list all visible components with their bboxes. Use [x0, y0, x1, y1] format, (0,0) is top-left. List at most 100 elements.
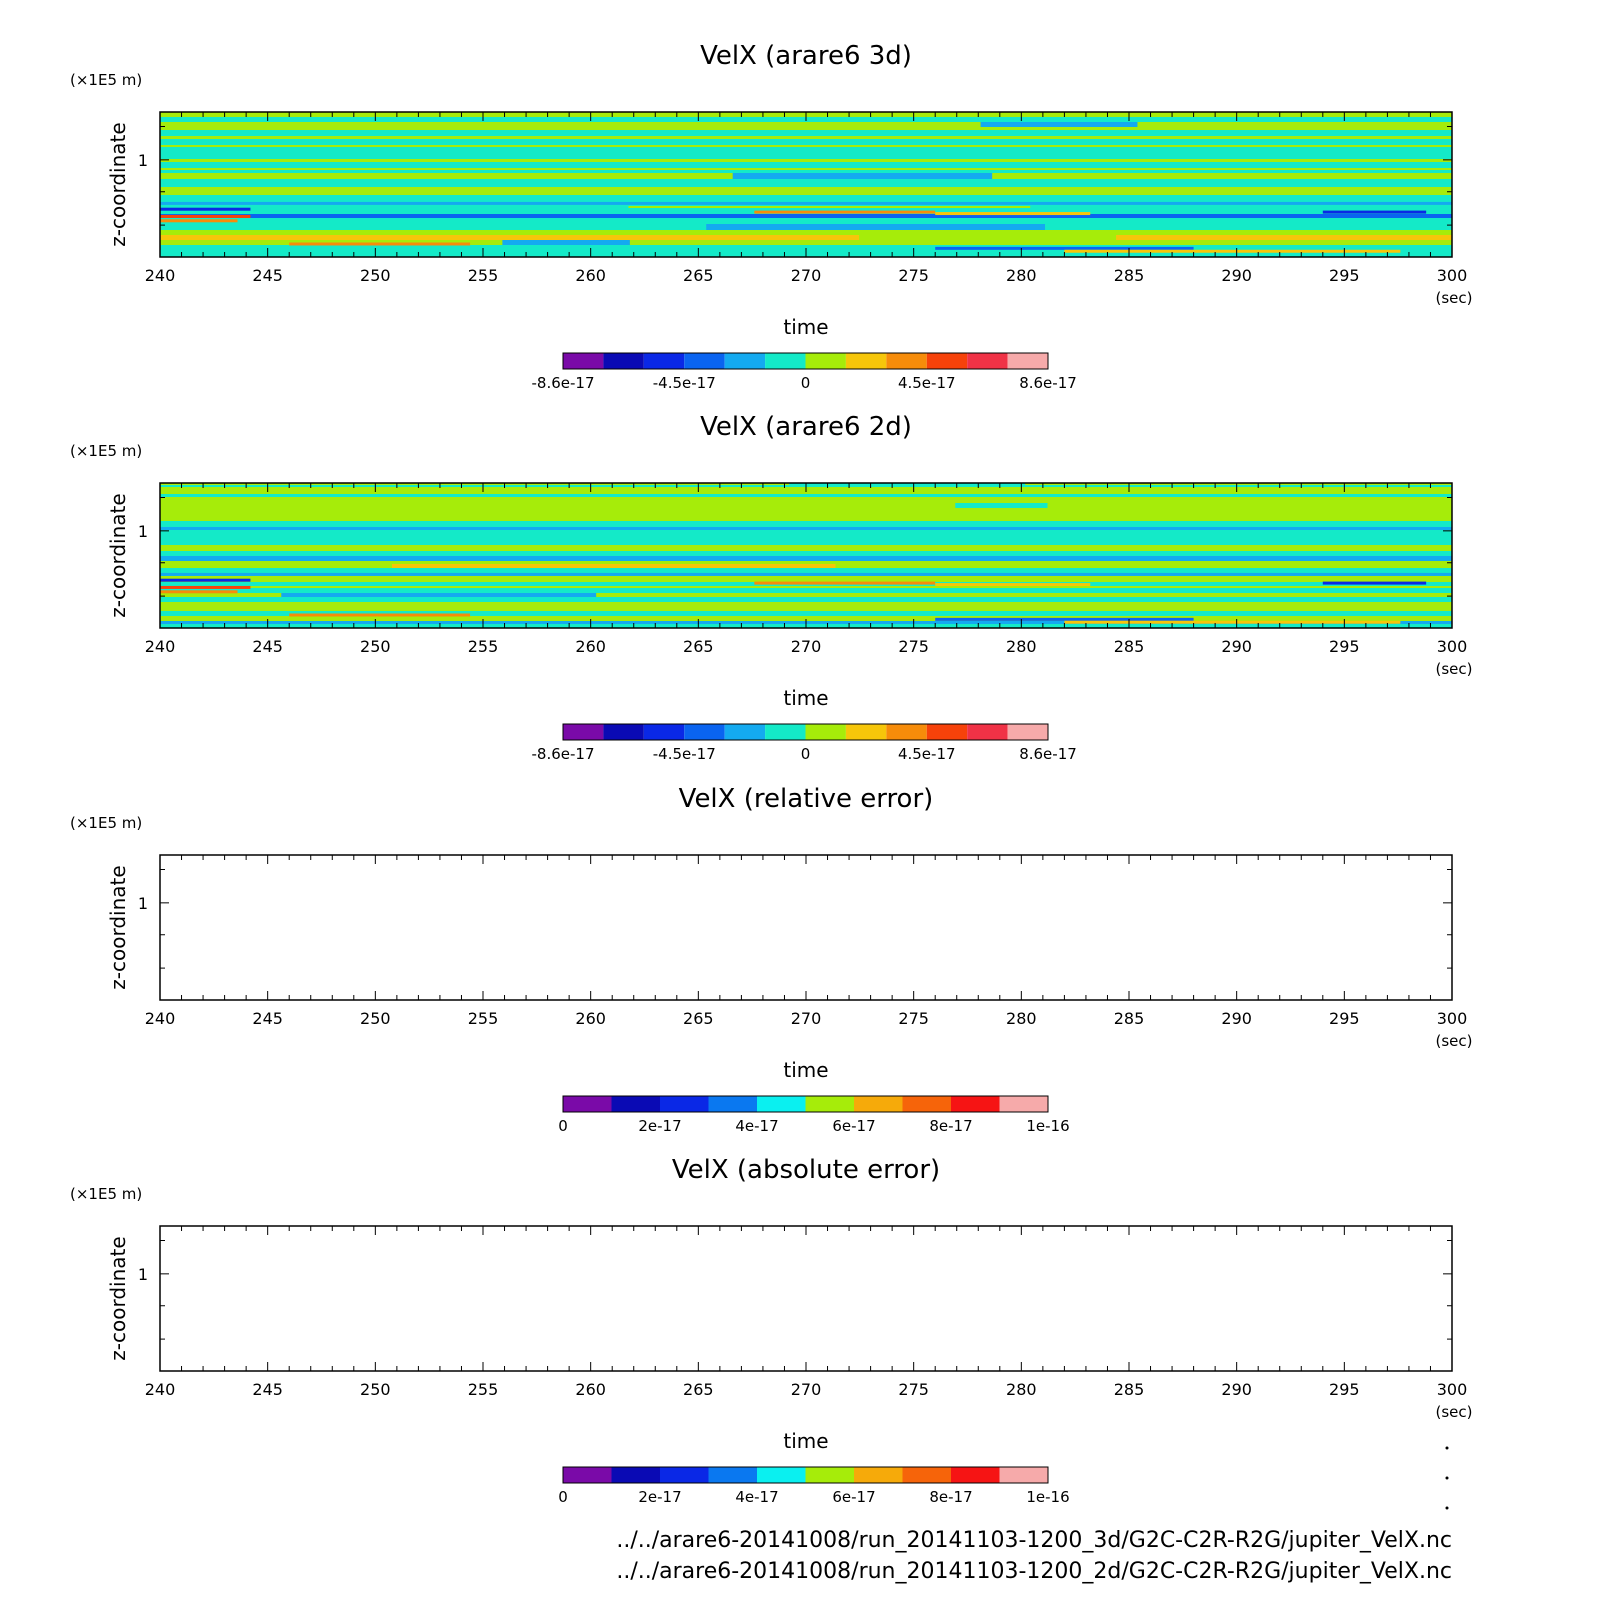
colorbar-swatch [563, 353, 604, 369]
panel-title: VelX (relative error) [679, 784, 934, 814]
colorbar-swatch [765, 724, 806, 740]
x-tick-label: 275 [898, 637, 929, 656]
colorbar: -8.6e-17 -4.5e-17 0 4.5e-17 8.6e-17 [532, 352, 1077, 392]
y-unit-label: (×1E5 m) [70, 814, 142, 832]
colorbar-swatch [724, 353, 766, 369]
colorbar-label: -8.6e-17 [532, 374, 595, 392]
x-tick-label: 275 [898, 1009, 929, 1028]
x-tick-label: 260 [575, 637, 606, 656]
colorbar-swatch [886, 724, 927, 740]
contour-streak [1322, 210, 1427, 214]
colorbar-label: 2e-17 [638, 1488, 681, 1506]
colorbar-swatch [603, 724, 644, 740]
x-tick-label: 270 [791, 1009, 822, 1028]
colorbar-frame [562, 352, 1049, 370]
colorbar-swatch [660, 1096, 709, 1112]
colorbar-label: 4.5e-17 [898, 745, 956, 763]
contour-band [160, 218, 1452, 224]
panel-4: VelX (absolute error) (×1E5 m) 240 245 250 25… [70, 1155, 1473, 1506]
contour-streak [247, 576, 426, 582]
contour-band [160, 179, 1452, 184]
x-tick-label: 280 [1006, 1380, 1037, 1399]
x-tick-label: 265 [683, 1009, 714, 1028]
colorbar-label: 2e-17 [638, 1117, 681, 1135]
contour-streak [589, 530, 821, 533]
colorbar-swatch [660, 1467, 709, 1483]
panel-title: VelX (absolute error) [672, 1155, 940, 1185]
colorbar-swatch [611, 1096, 660, 1112]
x-unit-label: (sec) [1436, 289, 1473, 307]
contour-streak [935, 617, 1194, 621]
x-tick-label: 290 [1221, 637, 1252, 656]
contour-band [160, 494, 1452, 497]
x-tick-label: 265 [683, 266, 714, 285]
footer-path-2d: ../../arare6-20141008/run_20141103-1200_… [616, 1559, 1452, 1584]
colorbar-swatch [684, 724, 725, 740]
contour-streak [935, 212, 1091, 216]
contour-band [160, 602, 1452, 607]
contour-band [160, 195, 1452, 201]
contour-streak [289, 613, 471, 617]
colorbar-label: 4.5e-17 [898, 374, 956, 392]
contour-band [160, 168, 1452, 170]
contour-streak [289, 242, 471, 246]
contour-streak [502, 240, 630, 245]
contour-band [160, 597, 1452, 602]
contour-band [160, 508, 1452, 512]
y-unit-label: (×1E5 m) [70, 71, 142, 89]
contour-streak [732, 173, 993, 179]
colorbar-swatch [563, 1096, 612, 1112]
colorbar-label: 4e-17 [735, 1117, 778, 1135]
x-unit-label: (sec) [1436, 1032, 1473, 1050]
contour-streak [160, 207, 251, 211]
x-tick-label: 285 [1114, 1009, 1145, 1028]
colorbar-swatch [951, 1096, 1000, 1112]
x-tick-label: 255 [468, 1009, 499, 1028]
colorbar-swatch [1007, 353, 1048, 369]
x-tick-label: 240 [145, 1009, 176, 1028]
contour-band [160, 576, 1452, 582]
colorbar: 0 2e-17 4e-17 6e-17 8e-17 1e-16 [558, 1095, 1070, 1135]
contour-streak [160, 201, 1452, 205]
contour-band [160, 527, 1452, 530]
colorbar-swatch [643, 724, 685, 740]
contour-streak [392, 564, 836, 568]
plot-frame [159, 854, 1453, 1001]
contour-band [160, 539, 1452, 545]
panel-1: VelX (arare6 3d) (×1E5 m) 240 245 250 255 260 2… [70, 41, 1473, 392]
contour-streak [955, 503, 1048, 508]
plot-frame [159, 1225, 1453, 1372]
colorbar-label: 0 [801, 745, 811, 763]
colorbar-swatch [805, 353, 846, 369]
contour-band [160, 230, 1452, 235]
contour-streak [935, 246, 1194, 250]
contour-band [160, 561, 1452, 564]
colorbar-label: 1e-16 [1026, 1488, 1069, 1506]
x-tick-label: 260 [575, 266, 606, 285]
x-tick-label: 295 [1329, 637, 1360, 656]
x-tick-label: 270 [791, 266, 822, 285]
x-axis-label: time [783, 1058, 828, 1082]
x-tick-label: 250 [360, 637, 391, 656]
x-tick-label: 285 [1114, 266, 1145, 285]
contour-band [160, 162, 1452, 166]
x-tick-label: 300 [1437, 637, 1468, 656]
contour-fill [160, 112, 1452, 257]
contour-band [160, 235, 1452, 240]
x-tick-label: 285 [1114, 1380, 1145, 1399]
contour-streak [281, 593, 597, 597]
contour-streak [160, 578, 251, 582]
y-axis-label: z-coordinate [106, 1236, 130, 1360]
contour-streak [754, 210, 936, 214]
contour-streak [980, 122, 1138, 127]
contour-band [160, 512, 1452, 517]
colorbar-swatch [902, 1467, 951, 1483]
colorbar-label: 0 [558, 1488, 568, 1506]
x-tick-label: 285 [1114, 637, 1145, 656]
colorbar-swatch [999, 1096, 1048, 1112]
x-tick-label: 245 [252, 637, 283, 656]
contour-band [160, 136, 1452, 139]
contour-band [160, 588, 1452, 593]
contour-streak [160, 219, 238, 223]
